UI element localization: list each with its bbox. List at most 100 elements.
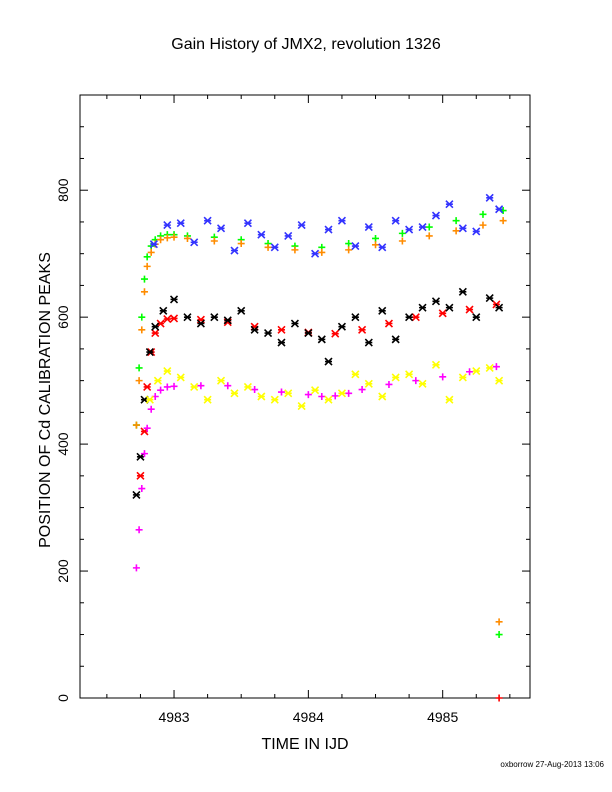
axis-ticks: 0 200 400 600 800 4983 4984 4985 xyxy=(55,94,530,725)
data-point xyxy=(472,367,481,376)
data-point xyxy=(237,306,246,315)
data-point xyxy=(331,329,340,338)
series-7 xyxy=(495,618,503,626)
data-point xyxy=(145,348,154,357)
footer-credit: oxborrow 27-Aug-2013 13:06 xyxy=(500,760,604,769)
y-tick-label: 0 xyxy=(55,694,71,702)
data-point xyxy=(345,240,353,248)
data-point xyxy=(337,216,347,225)
data-point xyxy=(364,379,373,388)
series-6 xyxy=(145,360,504,411)
data-point xyxy=(147,405,155,413)
data-point xyxy=(169,295,179,304)
data-point xyxy=(176,373,185,382)
y-tick-label: 600 xyxy=(55,305,71,329)
data-point xyxy=(304,391,312,399)
data-point xyxy=(132,421,140,429)
data-marks xyxy=(132,193,507,702)
data-point xyxy=(183,313,192,322)
data-point xyxy=(472,313,481,322)
data-point xyxy=(385,380,393,388)
data-point xyxy=(345,389,353,397)
data-point xyxy=(138,326,146,334)
series-2 xyxy=(149,193,504,258)
plot-frame xyxy=(79,94,531,699)
data-point xyxy=(337,322,347,331)
data-point xyxy=(138,485,146,493)
data-point xyxy=(140,288,148,296)
data-point xyxy=(485,363,494,373)
data-point xyxy=(485,193,494,202)
data-point xyxy=(364,338,373,347)
data-point xyxy=(331,392,339,400)
data-point xyxy=(297,401,306,411)
data-point xyxy=(425,223,433,231)
data-point xyxy=(230,246,239,255)
data-point xyxy=(495,303,504,312)
data-point xyxy=(243,382,252,392)
data-point xyxy=(163,221,172,230)
data-point xyxy=(159,306,168,315)
data-point xyxy=(304,328,313,338)
data-point xyxy=(411,313,420,322)
data-point xyxy=(358,386,366,394)
data-point xyxy=(445,200,454,209)
series-5 xyxy=(132,363,500,572)
data-point xyxy=(372,234,380,242)
series-9 xyxy=(495,694,503,702)
data-point xyxy=(243,219,252,228)
data-point xyxy=(324,395,333,404)
data-point xyxy=(203,216,212,225)
data-point xyxy=(311,386,320,395)
data-point xyxy=(458,287,467,296)
data-point xyxy=(495,376,504,385)
data-point xyxy=(135,377,143,385)
data-point xyxy=(163,367,172,376)
data-point xyxy=(163,314,172,324)
data-point xyxy=(132,490,141,499)
data-point xyxy=(147,248,155,256)
data-point xyxy=(405,313,414,322)
data-point xyxy=(203,395,212,404)
data-point xyxy=(351,370,360,379)
data-point xyxy=(136,452,145,461)
data-point xyxy=(405,225,414,234)
y-tick-label: 400 xyxy=(55,432,71,456)
data-point xyxy=(197,382,205,390)
data-point xyxy=(418,379,427,388)
data-point xyxy=(223,316,232,325)
data-point xyxy=(351,313,360,322)
data-point xyxy=(495,631,503,639)
data-point xyxy=(391,335,400,344)
data-point xyxy=(384,319,394,328)
data-point xyxy=(398,237,406,245)
series-1 xyxy=(132,217,507,429)
data-point xyxy=(495,205,504,214)
data-point xyxy=(324,357,333,366)
data-point xyxy=(425,232,433,240)
data-point xyxy=(257,392,266,401)
data-point xyxy=(472,227,481,236)
data-point xyxy=(163,383,171,391)
data-point xyxy=(479,210,487,218)
data-point xyxy=(145,395,154,404)
data-point xyxy=(465,305,474,314)
data-point xyxy=(138,313,146,321)
series-8 xyxy=(495,631,503,639)
data-point xyxy=(398,229,406,237)
data-point xyxy=(210,237,218,245)
data-point xyxy=(418,303,427,312)
data-point xyxy=(151,328,160,338)
data-point xyxy=(452,227,460,235)
data-point xyxy=(495,694,503,702)
y-tick-label: 200 xyxy=(55,559,71,583)
data-point xyxy=(284,389,293,398)
data-point xyxy=(485,294,494,303)
data-point xyxy=(270,395,279,404)
data-point xyxy=(140,450,148,458)
data-point xyxy=(412,377,420,385)
data-point xyxy=(169,314,179,323)
data-point xyxy=(143,382,152,392)
data-point xyxy=(157,236,165,244)
